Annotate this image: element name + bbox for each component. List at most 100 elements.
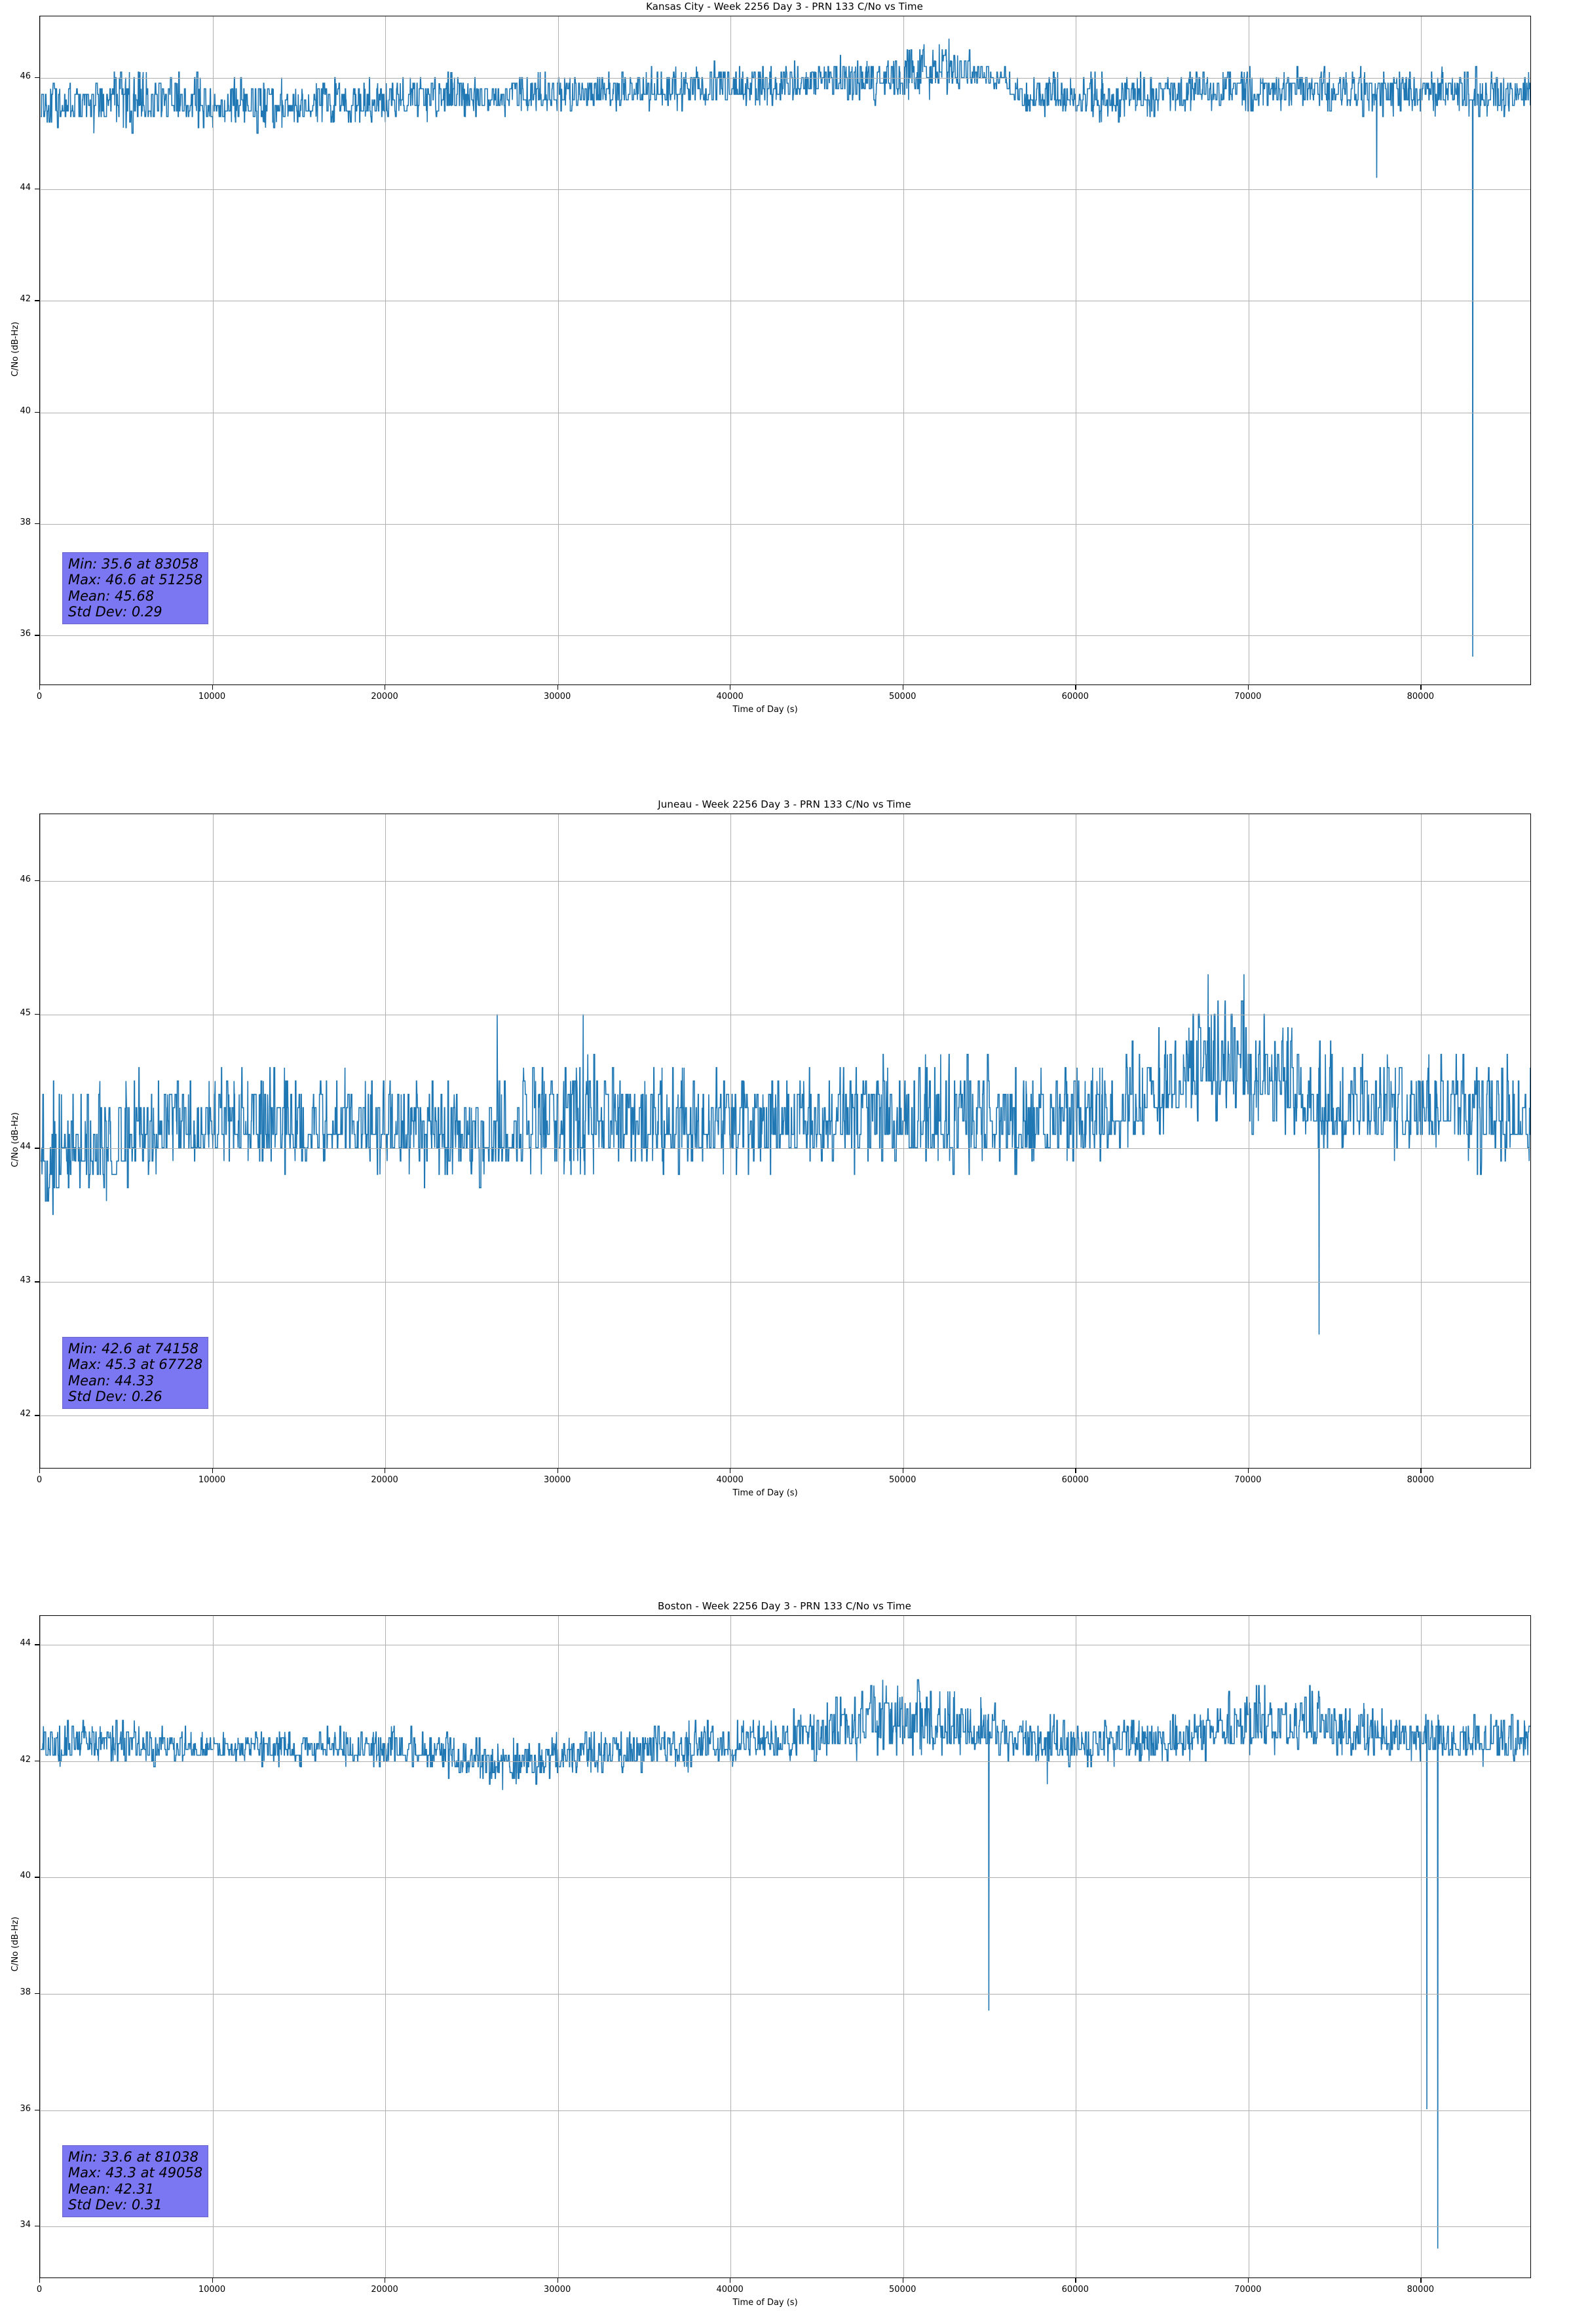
series-line <box>40 39 1530 657</box>
gridline-horizontal <box>40 1994 1530 1995</box>
y-axis-label-boston: C/No (dB-Hz) <box>10 1917 20 1972</box>
gridline-vertical <box>558 16 559 684</box>
gridline-vertical <box>212 814 214 1468</box>
y-axis-label-juneau: C/No (dB-Hz) <box>10 1112 20 1167</box>
gridline-vertical <box>385 1616 387 2277</box>
gridline-horizontal <box>40 77 1530 79</box>
y-tick-label: 36 <box>20 629 31 639</box>
gridline-vertical <box>730 1616 732 2277</box>
gridline-vertical <box>903 814 904 1468</box>
x-tick-label: 80000 <box>1407 692 1434 702</box>
x-tick-label: 30000 <box>543 1475 571 1485</box>
chart-panel-juneau: Juneau - Week 2256 Day 3 - PRN 133 C/No … <box>0 793 1569 1520</box>
y-tick-label: 38 <box>20 517 31 528</box>
stats-min: Min: 33.6 at 81038 <box>68 2149 199 2165</box>
y-tick-label: 38 <box>20 1987 31 1998</box>
x-tick-mark <box>1420 1469 1422 1473</box>
x-tick-label: 70000 <box>1234 1475 1262 1485</box>
x-tick-mark <box>39 2278 41 2283</box>
stats-mean: Mean: 44.33 <box>68 1372 155 1389</box>
gridline-vertical <box>730 814 732 1468</box>
gridline-vertical <box>1421 814 1422 1468</box>
y-tick-mark <box>35 300 39 301</box>
y-tick-label: 44 <box>20 1142 31 1152</box>
series-line <box>40 974 1530 1334</box>
chart-panel-boston: Boston - Week 2256 Day 3 - PRN 133 C/No … <box>0 1593 1569 2324</box>
x-tick-label: 20000 <box>371 1475 398 1485</box>
y-tick-label: 46 <box>20 874 31 885</box>
gridline-vertical <box>40 814 41 1468</box>
x-tick-mark <box>212 2278 213 2283</box>
x-tick-label: 60000 <box>1061 1475 1089 1485</box>
stats-max: Max: 46.6 at 51258 <box>68 572 203 588</box>
stats-min: Min: 35.6 at 83058 <box>68 556 199 572</box>
y-tick-mark <box>35 1014 39 1015</box>
chart-panel-kansas-city: Kansas City - Week 2256 Day 3 - PRN 133 … <box>0 0 1569 721</box>
plot-area-kansas-city <box>39 16 1531 685</box>
gridline-vertical <box>730 16 732 684</box>
x-tick-label: 0 <box>36 692 43 702</box>
gridline-vertical <box>385 16 387 684</box>
gridline-vertical <box>40 1616 41 2277</box>
stats-box-kansas-city: Min: 35.6 at 83058 Max: 46.6 at 51258 Me… <box>62 552 209 625</box>
y-tick-mark <box>35 411 39 413</box>
x-tick-label: 60000 <box>1061 692 1089 702</box>
stats-max: Max: 43.3 at 49058 <box>68 2165 203 2181</box>
x-tick-label: 30000 <box>543 2285 571 2295</box>
x-axis-label-kansas-city: Time of Day (s) <box>732 705 798 715</box>
gridline-vertical <box>385 814 387 1468</box>
stats-std: Std Dev: 0.31 <box>68 2197 162 2213</box>
y-tick-label: 42 <box>20 1409 31 1419</box>
x-axis-label-boston: Time of Day (s) <box>732 2298 798 2308</box>
x-tick-label: 10000 <box>198 1475 226 1485</box>
chart-title-kansas-city: Kansas City - Week 2256 Day 3 - PRN 133 … <box>646 1 923 12</box>
y-tick-mark <box>35 523 39 525</box>
x-tick-label: 50000 <box>889 1475 917 1485</box>
gridline-horizontal <box>40 1761 1530 1762</box>
stats-std: Std Dev: 0.26 <box>68 1389 162 1405</box>
x-tick-mark <box>1075 685 1076 690</box>
x-tick-mark <box>1247 1469 1249 1473</box>
x-tick-mark <box>212 1469 213 1473</box>
y-tick-label: 42 <box>20 294 31 305</box>
gridline-horizontal <box>40 524 1530 525</box>
gridline-vertical <box>903 16 904 684</box>
stats-mean: Mean: 42.31 <box>68 2181 155 2197</box>
gridline-vertical <box>40 16 41 684</box>
stats-max: Max: 45.3 at 67728 <box>68 1357 203 1373</box>
stats-min: Min: 42.6 at 74158 <box>68 1341 199 1357</box>
x-tick-label: 60000 <box>1061 2285 1089 2295</box>
x-tick-label: 40000 <box>716 692 744 702</box>
gridline-vertical <box>558 1616 559 2277</box>
y-axis-label-kansas-city: C/No (dB-Hz) <box>10 322 20 377</box>
gridline-horizontal <box>40 1282 1530 1283</box>
stats-mean: Mean: 45.68 <box>68 588 155 604</box>
x-tick-label: 20000 <box>371 2285 398 2295</box>
series-plot-kansas-city <box>40 16 1530 684</box>
x-tick-mark <box>1247 2278 1249 2283</box>
x-tick-mark <box>1075 2278 1076 2283</box>
x-tick-label: 10000 <box>198 2285 226 2295</box>
x-tick-label: 30000 <box>543 692 571 702</box>
y-tick-mark <box>35 1993 39 1995</box>
chart-title-boston: Boston - Week 2256 Day 3 - PRN 133 C/No … <box>658 1600 911 1612</box>
gridline-vertical <box>558 814 559 1468</box>
x-tick-label: 40000 <box>716 2285 744 2295</box>
gridline-horizontal <box>40 1148 1530 1150</box>
y-tick-label: 40 <box>20 405 31 416</box>
plot-area-boston <box>39 1615 1531 2278</box>
x-tick-label: 50000 <box>889 2285 917 2295</box>
x-axis-label-juneau: Time of Day (s) <box>732 1488 798 1498</box>
y-tick-mark <box>35 77 39 78</box>
x-tick-mark <box>1420 685 1422 690</box>
x-tick-mark <box>39 1469 41 1473</box>
y-tick-label: 36 <box>20 2103 31 2114</box>
gridline-horizontal <box>40 2110 1530 2111</box>
series-plot-juneau <box>40 814 1530 1468</box>
x-tick-mark <box>1247 685 1249 690</box>
x-tick-label: 80000 <box>1407 1475 1434 1485</box>
x-tick-label: 70000 <box>1234 692 1262 702</box>
y-tick-label: 43 <box>20 1275 31 1286</box>
x-tick-label: 70000 <box>1234 2285 1262 2295</box>
gridline-vertical <box>903 1616 904 2277</box>
